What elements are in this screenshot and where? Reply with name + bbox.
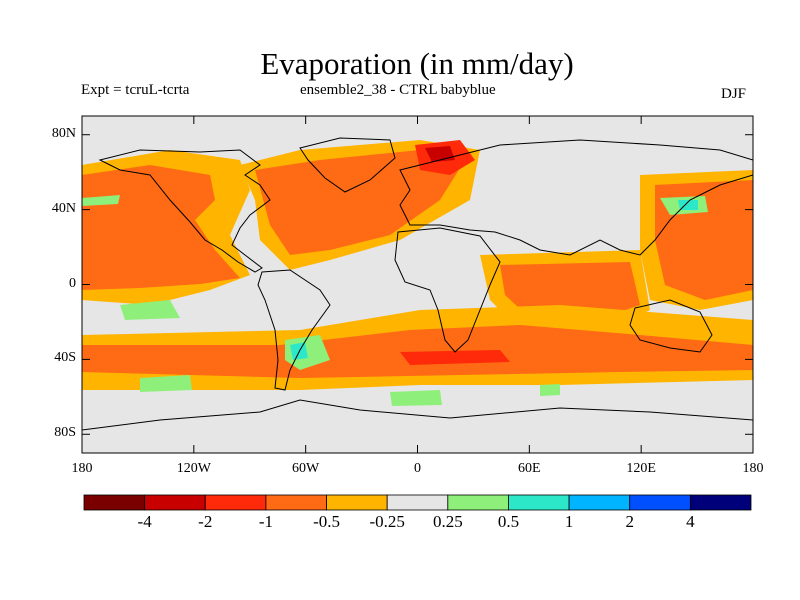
colorbar-swatch	[144, 494, 206, 511]
lon-tick-label: 120W	[176, 461, 211, 476]
lon-tick-label: 180	[742, 461, 764, 476]
colorbar-swatch	[689, 494, 752, 511]
lon-tick-label: 180	[71, 461, 93, 476]
coastline-africa	[394, 227, 501, 353]
colorbar-swatch	[629, 494, 691, 511]
coastline-north-america	[98, 149, 271, 273]
lat-tick-label: 80S	[54, 425, 76, 441]
field-green-patch	[140, 375, 192, 392]
field-npac-orange	[82, 165, 240, 290]
colorbar-label: -2	[198, 512, 213, 531]
colorbar-swatch	[83, 494, 146, 511]
map-fill	[82, 116, 753, 453]
experiment-label: Expt = tcruL-tcrta	[81, 82, 190, 98]
colorbar-swatch	[508, 494, 570, 511]
coastline-australia	[629, 299, 713, 353]
lon-tick-label: 60E	[518, 461, 541, 476]
field-green-patch	[390, 390, 442, 406]
colorbar-label: -0.25	[369, 512, 405, 531]
colorbar-label: -0.5	[313, 512, 340, 531]
colorbar-label: 1	[564, 512, 574, 531]
lon-tick-label: 0	[414, 461, 421, 476]
coastline-antarctica	[82, 399, 753, 431]
colorbar-swatch	[568, 494, 631, 511]
axis-ticks	[81, 116, 754, 453]
colorbar-label: 2	[625, 512, 634, 531]
colorbar-label: 4	[686, 512, 695, 531]
coastline-south-america	[257, 269, 331, 391]
lat-tick-label: 0	[69, 275, 76, 291]
field-green-patch	[120, 300, 180, 320]
colorbar-swatch	[386, 494, 449, 511]
colorbar-label: -4	[137, 512, 152, 531]
season-label: DJF	[721, 86, 747, 102]
colorbar-label: 0.25	[432, 512, 463, 531]
field-south-orange	[82, 325, 753, 378]
field-green-patch	[82, 195, 120, 206]
colorbar-swatch	[265, 494, 327, 511]
page-title: Evaporation (in mm/day)	[260, 46, 574, 81]
colorbar-swatch	[447, 494, 509, 511]
ensemble-label: ensemble2_38 - CTRL babyblue	[300, 82, 496, 98]
colorbar-swatch	[326, 494, 388, 511]
colorbar-swatch	[204, 494, 267, 511]
field-green-patch	[540, 384, 560, 396]
colorbar-label: -1	[258, 512, 273, 531]
lon-tick-label: 60W	[292, 461, 320, 476]
lat-tick-label: 40S	[54, 350, 76, 366]
lat-tick-label: 80N	[51, 125, 76, 141]
colorbar	[83, 494, 752, 511]
lon-tick-label: 120E	[626, 461, 656, 476]
field-natl-orange	[255, 150, 465, 255]
coastline-greenland	[299, 137, 396, 193]
lat-tick-label: 40N	[51, 200, 76, 216]
field-south-red	[400, 350, 510, 365]
colorbar-label: 0.5	[497, 512, 520, 531]
coastline-eurasia	[399, 139, 753, 256]
